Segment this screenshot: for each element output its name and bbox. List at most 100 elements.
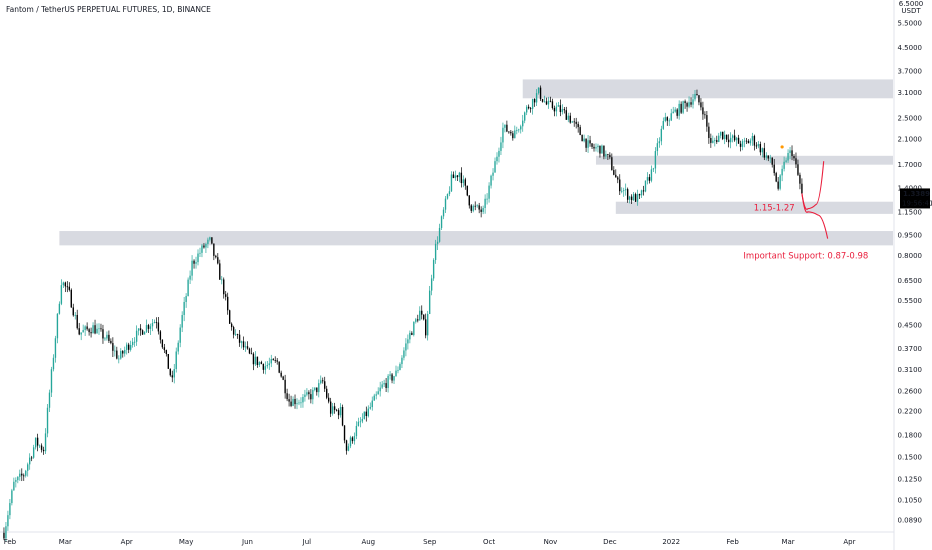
candle-body bbox=[304, 394, 306, 397]
candle-body bbox=[729, 137, 732, 143]
candle-body bbox=[139, 328, 142, 331]
candle-body bbox=[232, 327, 235, 335]
candle-body bbox=[201, 245, 203, 253]
candle-body bbox=[177, 342, 179, 352]
candle-body bbox=[153, 321, 156, 324]
candle-body bbox=[357, 421, 360, 426]
candle-body bbox=[555, 106, 558, 112]
candle-body bbox=[391, 374, 393, 381]
candle-body bbox=[573, 121, 575, 123]
candle-body bbox=[591, 143, 593, 147]
candle-body bbox=[147, 325, 150, 329]
candle-body bbox=[464, 179, 467, 186]
candle-body bbox=[525, 106, 528, 113]
x-tick-label: Jul bbox=[302, 538, 312, 546]
candle-body bbox=[199, 252, 201, 254]
candle-body bbox=[638, 194, 641, 196]
candle-body bbox=[785, 160, 787, 162]
candle-body bbox=[7, 515, 9, 527]
candle-body bbox=[58, 303, 61, 314]
candle-body bbox=[745, 140, 748, 142]
candle-body bbox=[266, 365, 268, 367]
candle-body bbox=[195, 262, 197, 264]
candle-body bbox=[207, 239, 209, 244]
candle-body bbox=[482, 207, 484, 212]
candle-body bbox=[116, 350, 118, 359]
candle-body bbox=[118, 358, 120, 360]
candle-body bbox=[169, 368, 171, 376]
candle-body bbox=[743, 140, 746, 142]
candle-body bbox=[50, 369, 53, 393]
candle-body bbox=[248, 348, 251, 354]
candle-body bbox=[13, 481, 15, 491]
y-tick-label: 0.8000 bbox=[898, 252, 923, 260]
candle-body bbox=[389, 374, 391, 376]
candle-body bbox=[543, 101, 546, 103]
candle-body bbox=[329, 401, 332, 414]
candle-body bbox=[686, 103, 688, 107]
candle-body bbox=[193, 260, 195, 264]
candle-body bbox=[725, 134, 728, 140]
candle-body bbox=[361, 418, 364, 422]
y-tick-label: 0.2200 bbox=[898, 407, 923, 415]
y-tick-label: 3.1000 bbox=[898, 89, 923, 97]
candle-body bbox=[100, 328, 102, 330]
candle-body bbox=[640, 190, 643, 196]
candle-body bbox=[32, 447, 35, 458]
candle-body bbox=[78, 328, 80, 335]
candle-body bbox=[595, 147, 597, 149]
x-tick-label: Mar bbox=[781, 538, 794, 546]
candle-body bbox=[74, 314, 76, 316]
candle-body bbox=[401, 357, 403, 365]
event-marker bbox=[780, 145, 784, 149]
candle-body bbox=[527, 106, 530, 109]
candle-body bbox=[217, 257, 219, 264]
candle-body bbox=[19, 473, 21, 477]
candle-body bbox=[411, 332, 413, 335]
candle-body bbox=[23, 475, 25, 477]
candle-body bbox=[397, 369, 399, 371]
candle-body bbox=[112, 343, 114, 351]
y-tick-label: 4.5000 bbox=[898, 44, 923, 52]
candle-body bbox=[242, 341, 245, 348]
candle-body bbox=[284, 379, 286, 394]
candle-body bbox=[278, 361, 280, 373]
candle-body bbox=[173, 369, 175, 378]
candle-body bbox=[775, 173, 777, 182]
candle-body bbox=[710, 138, 712, 143]
candle-body bbox=[446, 194, 449, 199]
candle-body bbox=[40, 445, 43, 450]
candle-body bbox=[135, 330, 138, 342]
candle-body bbox=[696, 94, 698, 96]
candle-body bbox=[98, 328, 100, 330]
candle-body bbox=[737, 137, 740, 144]
candle-body bbox=[599, 145, 601, 154]
candle-body bbox=[502, 127, 504, 143]
candle-body bbox=[547, 100, 550, 105]
candle-body bbox=[141, 330, 144, 335]
candle-body bbox=[452, 174, 455, 179]
candle-body bbox=[601, 145, 603, 154]
candle-body bbox=[462, 179, 465, 184]
candle-body bbox=[387, 375, 389, 388]
candle-body bbox=[565, 110, 567, 120]
candle-body bbox=[114, 350, 116, 352]
candle-body bbox=[575, 121, 577, 124]
candle-body bbox=[628, 196, 631, 200]
candle-body bbox=[331, 406, 334, 414]
candle-body bbox=[90, 332, 92, 334]
candle-body bbox=[587, 140, 589, 148]
candle-body bbox=[230, 323, 233, 328]
support-annotation: Important Support: 0.87-0.98 bbox=[743, 251, 868, 261]
candle-body bbox=[282, 376, 284, 380]
candle-body bbox=[512, 133, 514, 139]
candle-body bbox=[749, 140, 752, 144]
y-tick-label: 0.1050 bbox=[898, 497, 923, 505]
bar-countdown: 19:56:41 bbox=[902, 199, 932, 207]
candle-body bbox=[708, 126, 710, 139]
candle-body bbox=[605, 154, 607, 157]
candle-body bbox=[294, 398, 296, 405]
candle-body bbox=[702, 107, 704, 115]
